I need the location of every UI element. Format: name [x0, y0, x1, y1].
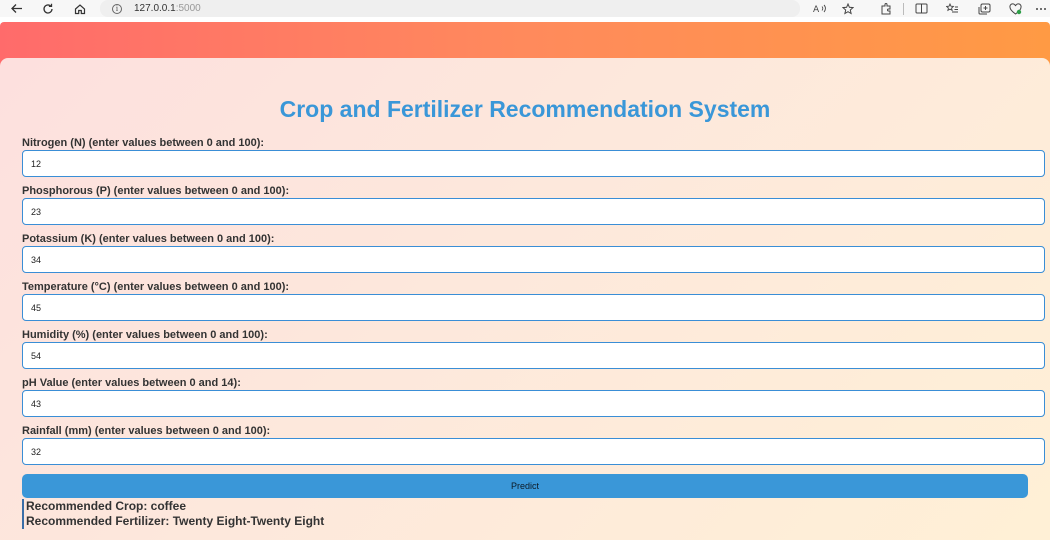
rainfall-input[interactable]	[22, 438, 1045, 465]
phosphorous-label: Phosphorous (P) (enter values between 0 …	[22, 185, 290, 197]
ph-label: pH Value (enter values between 0 and 14)…	[22, 377, 241, 389]
extensions-icon[interactable]	[878, 0, 894, 17]
site-info-icon[interactable]: i	[112, 3, 122, 14]
recommended-fertilizer-text: Recommended Fertilizer: Twenty Eight-Twe…	[26, 514, 325, 528]
humidity-input[interactable]	[22, 342, 1045, 369]
potassium-label: Potassium (K) (enter values between 0 an…	[22, 233, 275, 245]
home-icon[interactable]	[72, 0, 88, 17]
temperature-input[interactable]	[22, 294, 1045, 321]
favorites-list-icon[interactable]	[944, 0, 960, 17]
humidity-label: Humidity (%) (enter values between 0 and…	[22, 329, 268, 341]
browser-toolbar: i 127.0.0.1:5000 A	[0, 0, 1050, 17]
ph-input[interactable]	[22, 390, 1045, 417]
address-bar[interactable]: i 127.0.0.1:5000	[100, 0, 800, 17]
predict-button[interactable]: Predict	[22, 474, 1028, 498]
potassium-input[interactable]	[22, 246, 1045, 273]
url-port: :5000	[175, 3, 201, 14]
split-screen-icon[interactable]	[913, 0, 929, 17]
svg-text:A: A	[813, 5, 820, 14]
favorite-star-icon[interactable]	[840, 0, 856, 17]
recommended-crop-text: Recommended Crop: coffee	[26, 499, 187, 513]
reload-icon[interactable]	[40, 0, 56, 17]
url-host: 127.0.0.1	[134, 3, 176, 14]
phosphorous-input[interactable]	[22, 198, 1045, 225]
page-title: Crop and Fertilizer Recommendation Syste…	[279, 96, 771, 122]
collections-icon[interactable]	[976, 0, 992, 17]
browser-essentials-icon[interactable]	[1007, 0, 1023, 17]
result-panel: Recommended Crop: coffee Recommended Fer…	[22, 499, 324, 529]
temperature-label: Temperature (°C) (enter values between 0…	[22, 281, 290, 293]
nitrogen-label: Nitrogen (N) (enter values between 0 and…	[22, 137, 265, 149]
more-options-icon[interactable]	[1034, 0, 1048, 17]
url-text: 127.0.0.1:5000	[134, 3, 201, 14]
nitrogen-input[interactable]	[22, 150, 1045, 177]
read-aloud-icon[interactable]: A	[812, 0, 828, 17]
toolbar-divider	[902, 0, 904, 17]
back-arrow-icon[interactable]	[8, 0, 24, 17]
rainfall-label: Rainfall (mm) (enter values between 0 an…	[22, 425, 271, 437]
